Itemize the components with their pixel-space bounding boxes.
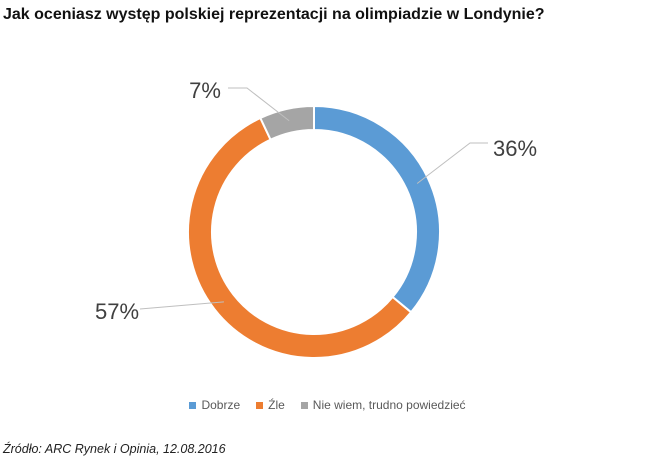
legend-swatch-zle — [256, 401, 264, 409]
legend-swatch-dobrze — [189, 401, 197, 409]
data-label-dobrze: 36% — [493, 136, 537, 161]
legend-item-dobrze: Dobrze — [189, 398, 240, 412]
legend-label-zle: Źle — [268, 398, 285, 412]
legend-swatch-nie-wiem — [300, 401, 308, 409]
leader-line-zle — [139, 301, 224, 310]
leader-line-dobrze — [416, 142, 488, 184]
legend-label-nie-wiem: Nie wiem, trudno powiedzieć — [312, 398, 466, 412]
data-label-nie-wiem: 7% — [189, 78, 221, 103]
slice-nie-wiem — [259, 104, 315, 142]
chart-title: Jak oceniasz występ polskiej reprezentac… — [3, 6, 545, 23]
leader-line-nie-wiem — [228, 87, 290, 122]
legend-label-dobrze: Dobrze — [201, 398, 241, 412]
slice-zle — [187, 116, 413, 359]
slice-dobrze — [313, 104, 441, 314]
chart-legend: Dobrze Źle Nie wiem, trudno powiedzieć — [0, 398, 655, 412]
legend-item-zle: Źle — [256, 398, 285, 412]
legend-item-nie-wiem: Nie wiem, trudno powiedzieć — [300, 398, 466, 412]
source-note: Źródło: ARC Rynek i Opinia, 12.08.2016 — [3, 442, 226, 456]
data-label-zle: 57% — [95, 299, 139, 324]
